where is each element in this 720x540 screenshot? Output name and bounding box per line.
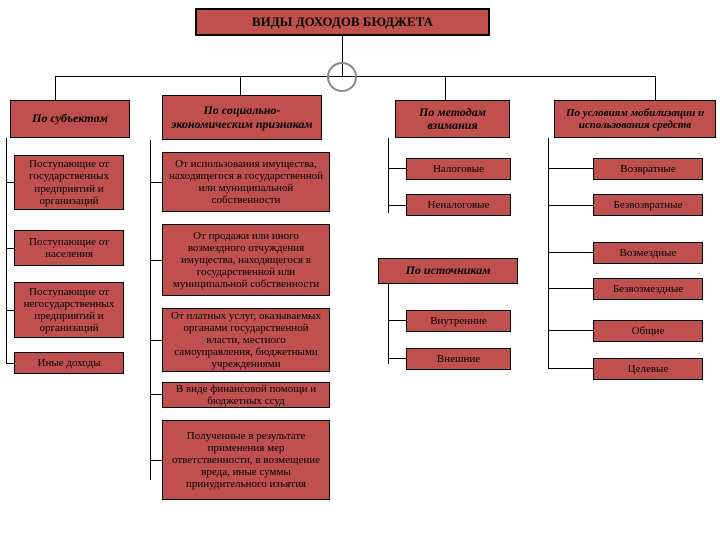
col4-spine <box>548 138 549 368</box>
col1-d: Иные доходы <box>14 352 124 374</box>
conn-h1-v <box>55 76 56 100</box>
col1-c-h <box>6 310 14 311</box>
col1-b-h <box>6 248 14 249</box>
col3-a: Налоговые <box>406 158 511 180</box>
col3-b-h <box>388 205 406 206</box>
col2-d-h <box>150 394 162 395</box>
col4-b-h <box>548 205 593 206</box>
col2-a: От использования имущества, находящегося… <box>162 152 330 212</box>
col3-c-h <box>388 320 406 321</box>
col1-d-h <box>6 363 14 364</box>
header-col4: По условиям мобилизации и использования … <box>554 100 716 138</box>
col2-spine <box>150 140 151 480</box>
col3-a-h <box>388 168 406 169</box>
col4-e: Общие <box>593 320 703 342</box>
col4-e-h <box>548 330 593 331</box>
header-col1: По субъектам <box>10 100 130 138</box>
col1-a-h <box>6 182 14 183</box>
col4-f: Целевые <box>593 358 703 380</box>
col1-spine <box>6 138 7 363</box>
conn-h4-v <box>655 76 656 100</box>
col4-c-h <box>548 252 593 253</box>
col3-d-h <box>388 358 406 359</box>
col2-b-h <box>150 260 162 261</box>
col4-b: Безвозвратные <box>593 194 703 216</box>
col4-d-h <box>548 288 593 289</box>
col4-c: Возмездные <box>593 242 703 264</box>
col3-b: Неналоговые <box>406 194 511 216</box>
col2-c-h <box>150 340 162 341</box>
header-col2: По социально-экономическим признакам <box>162 95 322 140</box>
col3-subheader: По источникам <box>378 258 518 284</box>
col4-f-h <box>548 368 593 369</box>
conn-h3-v <box>445 76 446 100</box>
col4-a: Возвратные <box>593 158 703 180</box>
col2-a-h <box>150 182 162 183</box>
col2-e-h <box>150 460 162 461</box>
col2-e: Полученные в результате применения мер о… <box>162 420 330 500</box>
col1-a: Поступающие от государственных предприят… <box>14 155 124 210</box>
col4-a-h <box>548 168 593 169</box>
col4-d: Безвозмездные <box>593 278 703 300</box>
col3-spine2 <box>388 284 389 364</box>
col3-d: Внешние <box>406 348 511 370</box>
col1-b: Поступающие от населения <box>14 230 124 266</box>
col3-c: Внутренние <box>406 310 511 332</box>
col2-b: От продажи или иного возмездного отчужде… <box>162 224 330 296</box>
col2-d: В виде финансовой помощи и бюджетных ссу… <box>162 382 330 408</box>
header-col3: По методам взимания <box>395 100 510 138</box>
col1-c: Поступающие от негосударственных предпри… <box>14 282 124 338</box>
decor-circle <box>327 62 357 92</box>
col2-c: От платных услуг, оказываемых органами г… <box>162 308 330 372</box>
col3-spine1 <box>388 138 389 213</box>
title-box: ВИДЫ ДОХОДОВ БЮДЖЕТА <box>195 8 490 36</box>
